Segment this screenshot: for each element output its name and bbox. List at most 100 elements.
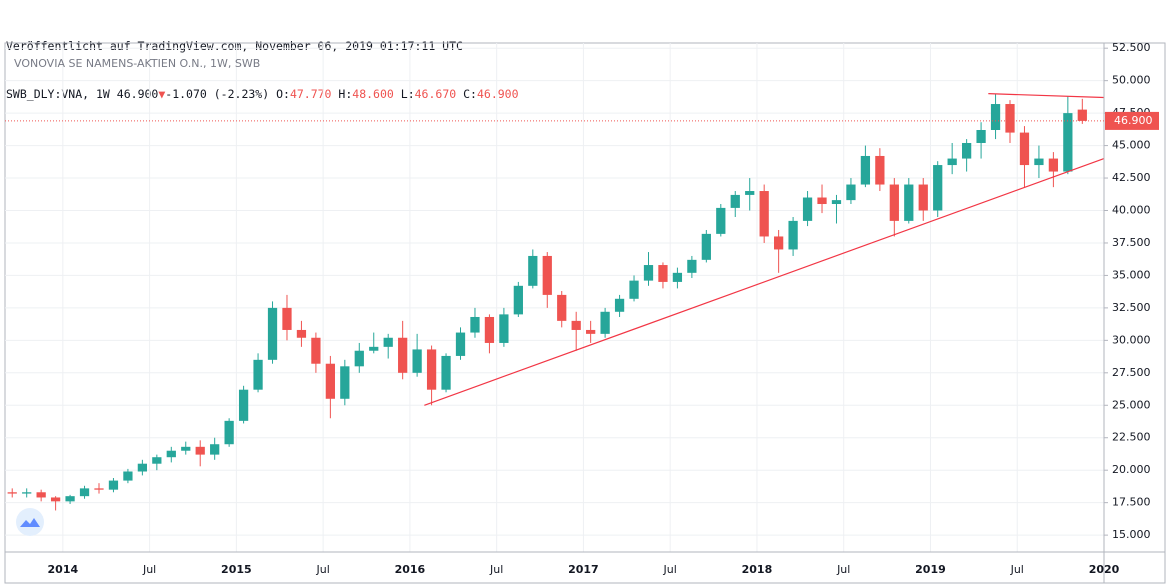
y-tick-label: 40.000 bbox=[1112, 204, 1151, 217]
candle-body bbox=[412, 349, 422, 373]
candle-body bbox=[557, 294, 567, 321]
candle-body bbox=[311, 337, 321, 364]
candle-body bbox=[224, 420, 234, 445]
candle-body bbox=[701, 233, 711, 260]
candle-body bbox=[542, 255, 552, 295]
x-tick-label: 2017 bbox=[568, 563, 599, 576]
candle-body bbox=[383, 337, 393, 347]
candle-body bbox=[79, 488, 90, 497]
candle-body bbox=[947, 158, 957, 166]
candle-body bbox=[195, 446, 205, 455]
x-tick-label: 2019 bbox=[915, 563, 946, 576]
y-tick-label: 25.000 bbox=[1112, 398, 1151, 411]
x-tick-label: 2018 bbox=[742, 563, 773, 576]
logo bbox=[16, 508, 44, 536]
candle-body bbox=[614, 298, 625, 312]
candle-body bbox=[788, 220, 798, 250]
candle-body bbox=[123, 471, 133, 481]
candle-body bbox=[528, 255, 538, 286]
candle-body bbox=[484, 316, 495, 343]
candle-body bbox=[455, 332, 466, 356]
y-tick-label: 45.000 bbox=[1112, 139, 1151, 152]
candle-body bbox=[166, 450, 176, 458]
candle-body bbox=[571, 320, 581, 330]
candle-body bbox=[354, 350, 364, 367]
candle-body bbox=[340, 366, 350, 399]
x-tick-label: Jul bbox=[1010, 563, 1024, 576]
x-tick-label: Jul bbox=[489, 563, 503, 576]
candle-body bbox=[643, 265, 654, 281]
low-label: L: bbox=[400, 87, 415, 101]
y-tick-label: 17.500 bbox=[1112, 496, 1151, 509]
close: 46.900 bbox=[476, 87, 519, 101]
candle-body bbox=[369, 346, 379, 351]
last-price-box bbox=[1105, 111, 1159, 130]
candle-body bbox=[470, 316, 480, 333]
last: 46.900 bbox=[116, 87, 159, 101]
candle-body bbox=[875, 155, 885, 185]
candle-body bbox=[716, 207, 726, 234]
candle-body bbox=[238, 389, 249, 421]
candle-body bbox=[860, 155, 871, 185]
candle-body bbox=[1063, 113, 1073, 172]
low: 46.670 bbox=[414, 87, 457, 101]
trendline bbox=[424, 157, 1105, 406]
candle-body bbox=[759, 191, 769, 237]
x-tick-label: Jul bbox=[315, 563, 329, 576]
candle-body bbox=[1034, 158, 1044, 166]
candle-body bbox=[672, 272, 683, 282]
candle-body bbox=[817, 197, 827, 205]
candle-body bbox=[1077, 109, 1087, 121]
candle-body bbox=[426, 349, 437, 390]
candle-body bbox=[65, 496, 75, 502]
y-tick-label: 37.500 bbox=[1112, 236, 1151, 249]
candle-body bbox=[846, 184, 856, 201]
candle-body bbox=[629, 280, 639, 299]
candle-body bbox=[1005, 104, 1015, 133]
candle-body bbox=[152, 457, 162, 464]
open-label: O: bbox=[276, 87, 290, 101]
candle-body bbox=[990, 104, 1001, 130]
candle-body bbox=[889, 184, 899, 221]
symbol: SWB_DLY:VNA, 1W bbox=[6, 87, 110, 101]
y-tick-label: 22.500 bbox=[1112, 431, 1151, 444]
candle-body bbox=[513, 285, 523, 315]
y-tick-label: 30.000 bbox=[1112, 333, 1151, 346]
x-tick-label: Jul bbox=[836, 563, 850, 576]
candle-body bbox=[774, 236, 784, 250]
chart-frame bbox=[4, 42, 1166, 584]
y-tick-label: 32.500 bbox=[1112, 301, 1151, 314]
y-tick-label: 15.000 bbox=[1112, 528, 1151, 541]
x-tick-label: Jul bbox=[663, 563, 677, 576]
candle-body bbox=[961, 142, 972, 159]
open: 47.770 bbox=[289, 87, 332, 101]
candle-body bbox=[730, 194, 740, 208]
candle-body bbox=[586, 329, 596, 334]
candle-body bbox=[918, 184, 928, 211]
candle-body bbox=[253, 359, 263, 390]
candle-body bbox=[94, 488, 104, 490]
x-tick-label: 2016 bbox=[395, 563, 426, 576]
candle-body bbox=[325, 363, 335, 399]
candle-body bbox=[282, 307, 292, 330]
candle-body bbox=[7, 492, 17, 494]
x-tick-label: 2020 bbox=[1089, 563, 1120, 576]
trendline bbox=[988, 93, 1105, 99]
candle-body bbox=[802, 197, 813, 221]
change: -1.070 (-2.23%) bbox=[165, 87, 270, 101]
candle-body bbox=[267, 307, 278, 360]
candle-body bbox=[296, 329, 307, 338]
candle-body bbox=[137, 463, 148, 472]
high-label: H: bbox=[338, 87, 353, 101]
candle-body bbox=[831, 200, 842, 205]
candle-body bbox=[181, 446, 191, 451]
candle-body bbox=[50, 497, 61, 502]
y-tick-label: 52.500 bbox=[1112, 41, 1151, 54]
x-tick-label: 2015 bbox=[221, 563, 252, 576]
candle-body bbox=[441, 355, 451, 390]
y-tick-label: 35.000 bbox=[1112, 268, 1151, 281]
candle-body bbox=[210, 444, 220, 455]
y-tick-label: 42.500 bbox=[1112, 171, 1151, 184]
y-tick-label: 20.000 bbox=[1112, 463, 1151, 476]
y-tick-label: 27.500 bbox=[1112, 366, 1151, 379]
